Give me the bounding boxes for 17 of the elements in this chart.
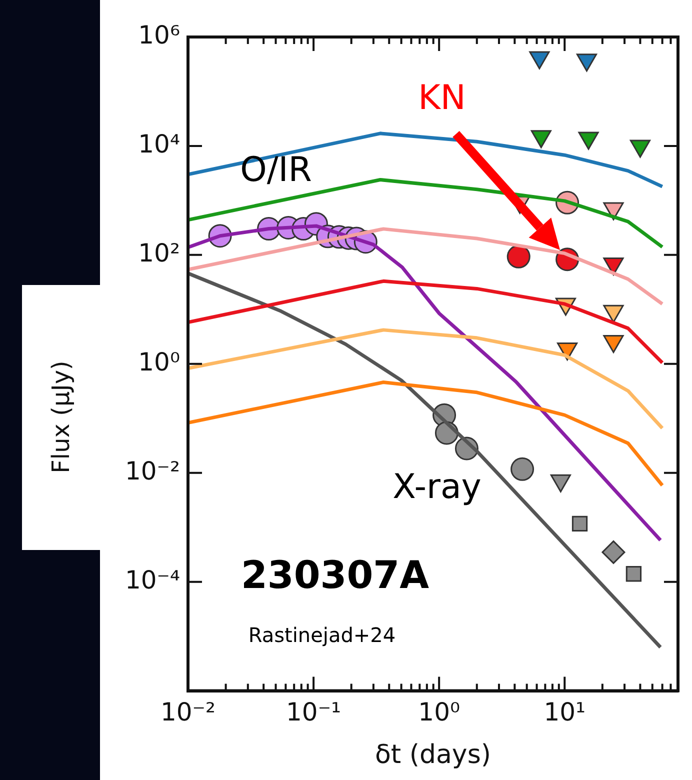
x-tick-label: 10⁻¹: [286, 697, 342, 726]
x-tick-label: 10¹: [544, 697, 586, 726]
annotation: Rastinejad+24: [248, 623, 396, 648]
y-tick-label: 10⁻²: [124, 456, 180, 486]
annotation: O/IR: [240, 150, 312, 190]
annotation: 230307A: [240, 552, 430, 597]
y-tick-label: 10⁻⁴: [124, 565, 180, 594]
y-axis-title: Flux (μJy): [47, 360, 75, 474]
y-tick-label: 10⁰: [138, 347, 180, 376]
y-tick-label: 10⁴: [138, 129, 180, 158]
x-axis-title: δt (days): [374, 740, 492, 770]
annotation: X-ray: [392, 466, 482, 507]
y-tick-label: 10²: [138, 238, 180, 268]
y-tick-label: 10⁶: [138, 20, 180, 50]
x-tick-label: 10⁻²: [160, 697, 216, 726]
x-tick-label: 10⁰: [418, 697, 460, 726]
annotation: KN: [418, 78, 466, 118]
